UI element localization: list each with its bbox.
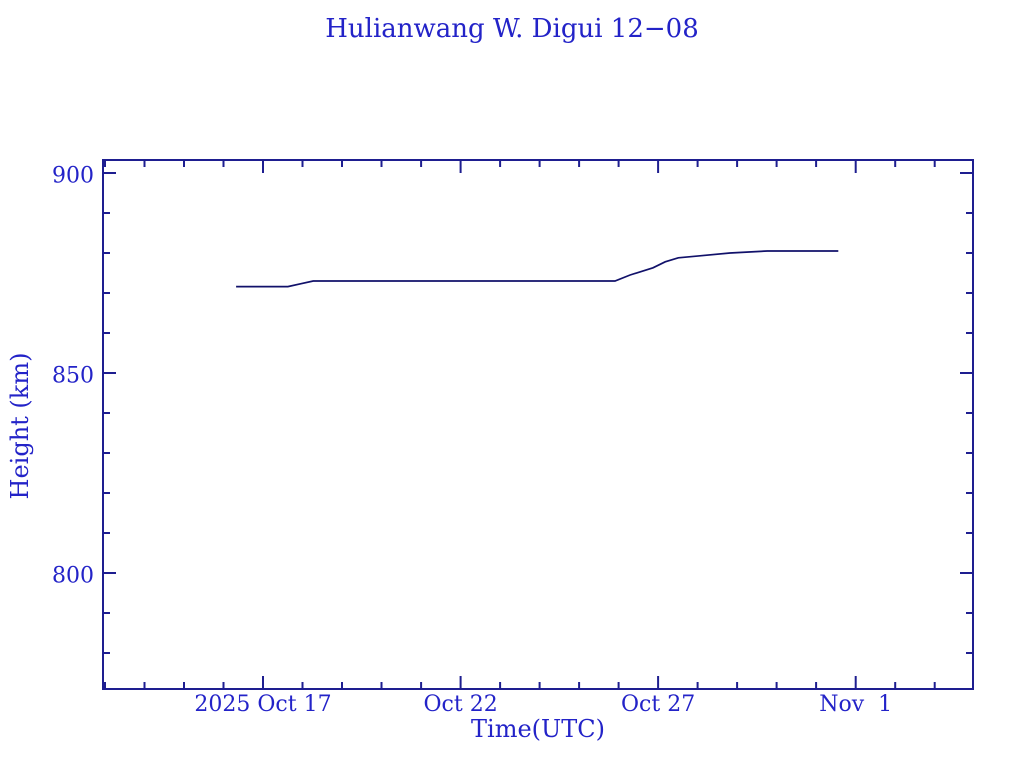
y-tick-label: 800 [52, 563, 94, 589]
chart-title: Hulianwang W. Digui 12−08 [325, 14, 699, 44]
x-tick-label: 2025 Oct 17 [194, 692, 332, 717]
y-tick-label: 900 [52, 163, 94, 189]
y-tick-label: 850 [52, 363, 94, 389]
axis-ticks [103, 160, 973, 689]
x-tick-label: Oct 27 [621, 692, 696, 717]
x-tick-label: Oct 22 [423, 692, 498, 717]
x-axis-label: Time(UTC) [471, 715, 605, 743]
series-line-orbit-height [236, 250, 839, 288]
x-tick-label: Nov 1 [819, 692, 893, 717]
axis-frame [102, 159, 974, 690]
